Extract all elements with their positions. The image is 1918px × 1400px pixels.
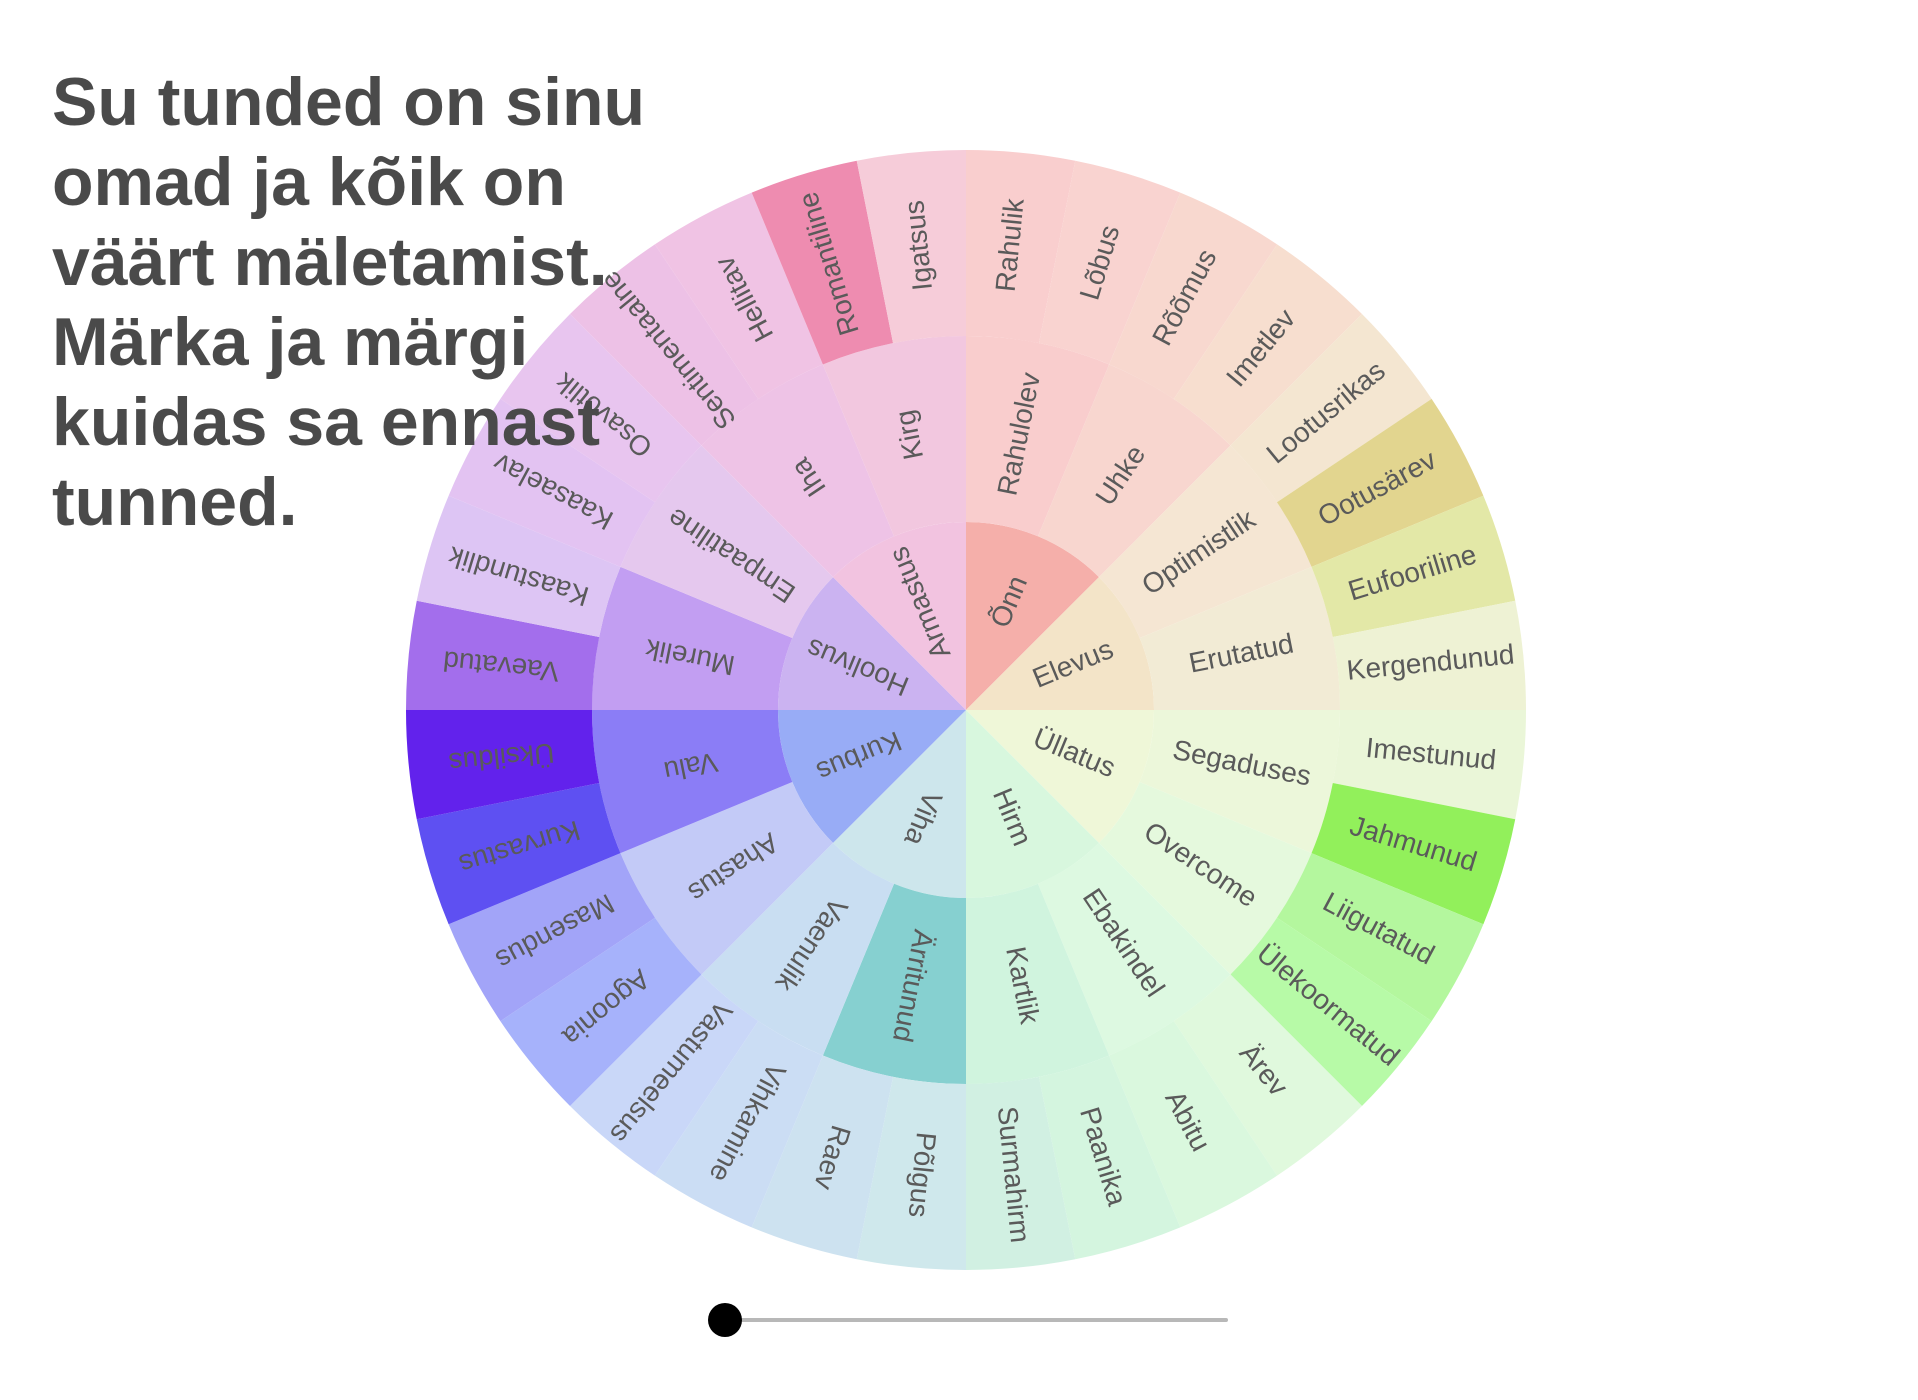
outer-segment-vastumeelsus[interactable] bbox=[570, 974, 759, 1176]
core-segment-viha[interactable] bbox=[833, 710, 966, 898]
outer-segment-liigutatud[interactable] bbox=[1276, 853, 1484, 1022]
outer-segment-osavotlik[interactable] bbox=[500, 314, 702, 503]
outer-segment-igatsus[interactable] bbox=[856, 150, 966, 344]
core-segment-kurbus[interactable] bbox=[778, 710, 966, 843]
middle-segment-kartlik[interactable] bbox=[966, 883, 1110, 1084]
core-segment-elevus[interactable] bbox=[966, 577, 1154, 710]
rotation-slider[interactable] bbox=[708, 1300, 1228, 1340]
middle-segment-vaenulik[interactable] bbox=[701, 842, 895, 1056]
outer-segment-hellitav[interactable] bbox=[654, 192, 823, 400]
outer-segment-lootusrikas[interactable] bbox=[1230, 314, 1432, 503]
outer-segment-vihkamine[interactable] bbox=[654, 1020, 823, 1228]
outer-segment-rahulik[interactable] bbox=[966, 150, 1076, 344]
middle-segment-optimistlik[interactable] bbox=[1098, 445, 1312, 639]
outer-segment-kergendunud[interactable] bbox=[1332, 600, 1526, 710]
outer-segment-agoonia[interactable] bbox=[500, 917, 702, 1106]
outer-segment-masendus[interactable] bbox=[448, 853, 656, 1022]
outer-segment-uksildus[interactable] bbox=[406, 710, 600, 820]
middle-segment-arritunud[interactable] bbox=[822, 883, 966, 1084]
middle-segment-iha[interactable] bbox=[701, 364, 895, 578]
outer-segment-sentimentaalne[interactable] bbox=[570, 244, 759, 446]
middle-segment-empaatiline[interactable] bbox=[620, 445, 834, 639]
outer-segment-roomus[interactable] bbox=[1109, 192, 1278, 400]
middle-segment-ahastus[interactable] bbox=[620, 781, 834, 975]
outer-segment-surmahirm[interactable] bbox=[966, 1076, 1076, 1270]
middle-segment-uhke[interactable] bbox=[1037, 364, 1231, 578]
middle-segment-valu[interactable] bbox=[592, 710, 793, 854]
outer-segment-kaastundlik[interactable] bbox=[416, 495, 621, 638]
outer-segment-imestunud[interactable] bbox=[1332, 710, 1526, 820]
outer-segment-kurvastus[interactable] bbox=[416, 782, 621, 925]
outer-segment-ootusarev[interactable] bbox=[1276, 398, 1484, 567]
middle-segment-rahulolev[interactable] bbox=[966, 336, 1110, 537]
core-segment-ullatus[interactable] bbox=[966, 710, 1154, 843]
outer-segment-paanika[interactable] bbox=[1038, 1055, 1181, 1260]
middle-segment-overcome[interactable] bbox=[1098, 781, 1312, 975]
core-segment-onn[interactable] bbox=[966, 522, 1099, 710]
outer-segment-abitu[interactable] bbox=[1109, 1020, 1278, 1228]
outer-segment-vaevatud[interactable] bbox=[406, 600, 600, 710]
slider-track[interactable] bbox=[728, 1318, 1228, 1322]
outer-segment-eufooriline[interactable] bbox=[1311, 495, 1516, 638]
core-segment-armastus[interactable] bbox=[833, 522, 966, 710]
outer-segment-imetlev[interactable] bbox=[1173, 244, 1362, 446]
core-segment-hirm[interactable] bbox=[966, 710, 1099, 898]
middle-segment-ebakindel[interactable] bbox=[1037, 842, 1231, 1056]
slider-thumb[interactable] bbox=[708, 1303, 742, 1337]
outer-segment-ulekoormatud[interactable] bbox=[1230, 917, 1432, 1106]
middle-segment-erutatud[interactable] bbox=[1139, 566, 1340, 710]
outer-segment-lobus[interactable] bbox=[1038, 160, 1181, 365]
middle-segment-murelik[interactable] bbox=[592, 566, 793, 710]
outer-segment-polgus[interactable] bbox=[856, 1076, 966, 1270]
middle-segment-segaduses[interactable] bbox=[1139, 710, 1340, 854]
middle-segment-kirg[interactable] bbox=[822, 336, 966, 537]
outer-segment-raev[interactable] bbox=[751, 1055, 894, 1260]
outer-segment-arev[interactable] bbox=[1173, 974, 1362, 1176]
core-segment-hoolivus[interactable] bbox=[778, 577, 966, 710]
outer-segment-jahmunud[interactable] bbox=[1311, 782, 1516, 925]
outer-segment-romantiline[interactable] bbox=[751, 160, 894, 365]
outer-segment-kaasaelav[interactable] bbox=[448, 398, 656, 567]
